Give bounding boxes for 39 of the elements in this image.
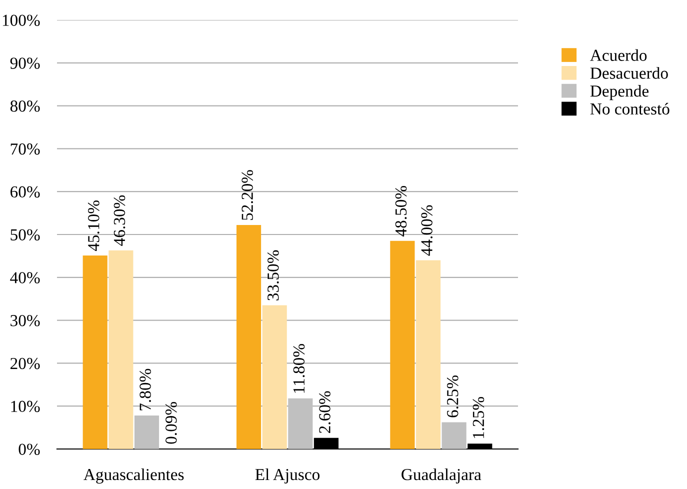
y-tick-label: 10% — [11, 400, 40, 412]
bar — [288, 398, 313, 449]
bar — [236, 225, 262, 449]
data-label: 44.00% — [421, 205, 433, 256]
y-tick-label: 0% — [18, 444, 40, 455]
legend-label: Acuerdo — [590, 49, 647, 61]
y-tick-label: 50% — [10, 229, 40, 240]
y-tick-label: 40% — [10, 272, 40, 284]
y-tick-label: 70% — [10, 143, 40, 155]
bar — [108, 250, 134, 449]
bar — [82, 256, 108, 449]
data-label: 46.30% — [114, 195, 126, 246]
data-label: 1.25% — [472, 396, 484, 438]
data-label: 11.80% — [293, 344, 305, 393]
bar — [416, 260, 441, 449]
data-label: 48.50% — [395, 186, 407, 236]
y-tick-label: 20% — [10, 358, 40, 370]
bar — [134, 416, 160, 449]
data-label: 6.25% — [447, 376, 458, 418]
data-label: 7.80% — [140, 368, 151, 410]
bar — [390, 240, 415, 449]
data-label: 52.20% — [242, 170, 254, 220]
data-label: 0.09% — [165, 402, 177, 444]
bar — [262, 305, 287, 449]
data-label: 33.50% — [268, 250, 279, 300]
bar — [442, 422, 466, 449]
x-tick-label: Aguascalientes — [84, 468, 184, 484]
data-label: 45.10% — [88, 200, 100, 252]
y-tick-label: 60% — [10, 186, 40, 198]
data-label: 2.60% — [319, 391, 330, 433]
y-tick-label: 90% — [10, 58, 40, 69]
legend-label: Depende — [590, 84, 649, 100]
y-tick-label: 100% — [2, 14, 40, 26]
x-tick-label: El Ajusco — [255, 468, 320, 484]
legend-label: No contestó — [590, 102, 670, 115]
y-tick-label: 30% — [10, 315, 40, 326]
x-tick-label: Guadalajara — [402, 468, 482, 484]
y-tick-label: 80% — [10, 100, 40, 112]
legend-label: Desacuerdo — [590, 67, 668, 79]
